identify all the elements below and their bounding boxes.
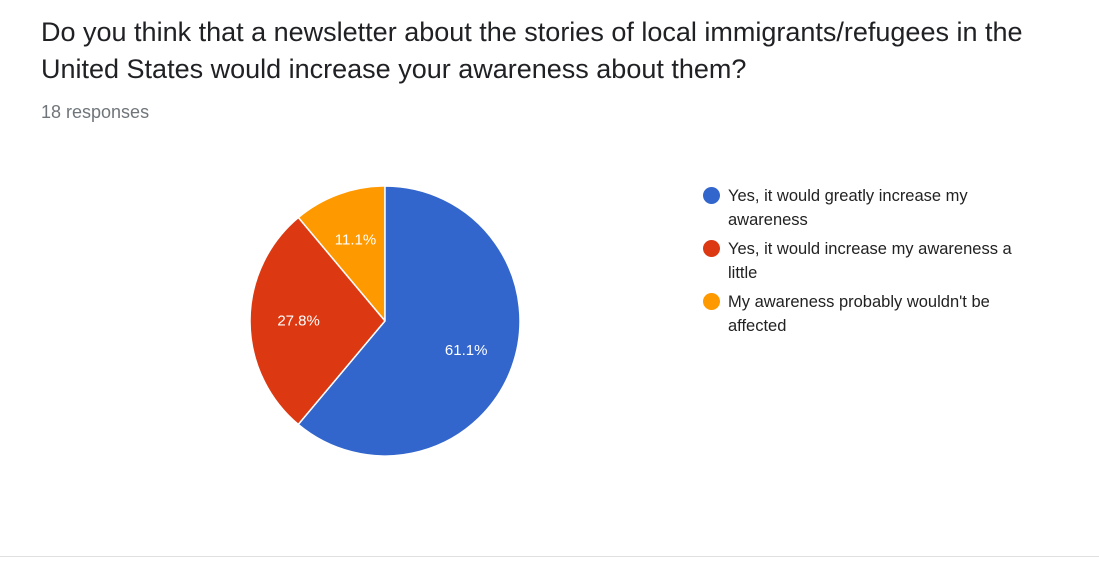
legend-item-2[interactable]: My awareness probably wouldn't be affect… — [703, 290, 1083, 338]
pie-slice-1[interactable] — [249, 216, 386, 426]
pie-slice-label-0: 11.1% — [335, 231, 376, 248]
legend-label: Yes, it would increase my awareness a li… — [728, 240, 1012, 282]
legend-swatch-icon — [703, 293, 720, 310]
card-divider — [0, 556, 1099, 557]
pie-slice-label-1: 27.8% — [277, 313, 320, 330]
legend-swatch-icon — [703, 187, 720, 204]
chart-legend: Yes, it would greatly increase my awaren… — [703, 184, 1083, 343]
pie-chart: 11.1% 27.8% 61.1% — [249, 185, 521, 457]
legend-item-0[interactable]: Yes, it would greatly increase my awaren… — [703, 184, 1083, 232]
legend-item-1[interactable]: Yes, it would increase my awareness a li… — [703, 237, 1083, 285]
pie-slice-label-2: 61.1% — [445, 342, 488, 359]
pie-labels: 11.1% 27.8% 61.1% — [277, 231, 487, 359]
pie-slices — [249, 185, 521, 457]
pie-slice-0[interactable] — [297, 185, 386, 322]
legend-label: Yes, it would greatly increase my awaren… — [728, 187, 968, 229]
response-count: 18 responses — [41, 102, 150, 122]
legend-swatch-icon — [703, 240, 720, 257]
pie-slice-2[interactable] — [297, 185, 521, 457]
legend-label: My awareness probably wouldn't be affect… — [728, 293, 990, 335]
question-card: Do you think that a newsletter about the… — [41, 17, 1083, 457]
question-title: Do you think that a newsletter about the… — [41, 17, 1023, 84]
